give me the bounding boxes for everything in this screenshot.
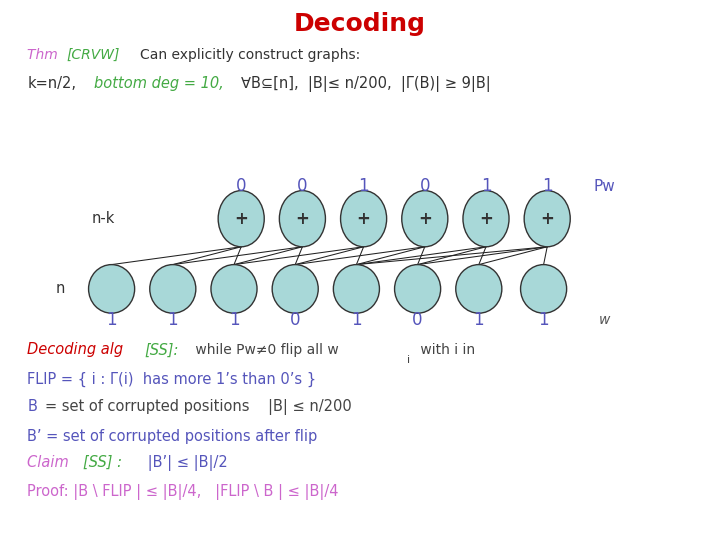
Text: Claim: Claim	[27, 455, 73, 470]
Ellipse shape	[89, 265, 135, 313]
Text: Proof: |B \ FLIP | ≤ |B|/4,   |FLIP \ B | ≤ |B|/4: Proof: |B \ FLIP | ≤ |B|/4, |FLIP \ B | …	[27, 484, 339, 501]
Text: FLIP = { i : Γ(i)  has more 1’s than 0’s }: FLIP = { i : Γ(i) has more 1’s than 0’s …	[27, 372, 317, 387]
Text: 0: 0	[420, 177, 430, 195]
Ellipse shape	[524, 191, 570, 247]
Text: n-k: n-k	[92, 211, 115, 226]
Text: bottom deg = 10,: bottom deg = 10,	[94, 76, 223, 91]
Text: B: B	[27, 399, 37, 414]
Ellipse shape	[279, 191, 325, 247]
Text: +: +	[295, 210, 310, 228]
Text: 1: 1	[539, 310, 549, 329]
Text: 1: 1	[107, 310, 117, 329]
Text: Decoding: Decoding	[294, 12, 426, 36]
Text: +: +	[479, 210, 493, 228]
Text: Pw: Pw	[594, 179, 616, 194]
Ellipse shape	[218, 191, 264, 247]
Text: = set of corrupted positions    |B| ≤ n/200: = set of corrupted positions |B| ≤ n/200	[45, 399, 351, 415]
Ellipse shape	[395, 265, 441, 313]
Text: 1: 1	[474, 310, 484, 329]
Text: w: w	[599, 313, 611, 327]
Text: Decoding alg: Decoding alg	[27, 342, 128, 357]
Text: +: +	[234, 210, 248, 228]
Text: 0: 0	[290, 310, 300, 329]
Text: 0: 0	[236, 177, 246, 195]
Text: B’ = set of corrupted positions after flip: B’ = set of corrupted positions after fl…	[27, 429, 318, 444]
Text: [SS] :: [SS] :	[83, 455, 127, 470]
Text: i: i	[407, 355, 410, 365]
Text: Thm: Thm	[27, 48, 63, 62]
Text: k=n/2,: k=n/2,	[27, 76, 76, 91]
Ellipse shape	[150, 265, 196, 313]
Text: +: +	[540, 210, 554, 228]
Ellipse shape	[272, 265, 318, 313]
Text: +: +	[418, 210, 432, 228]
Text: ∀B⊆[n],  |B|≤ n/200,  |Γ(B)| ≥ 9|B|: ∀B⊆[n], |B|≤ n/200, |Γ(B)| ≥ 9|B|	[241, 76, 491, 92]
Text: 1: 1	[168, 310, 178, 329]
Text: 1: 1	[542, 177, 552, 195]
Text: 1: 1	[481, 177, 491, 195]
Text: 1: 1	[229, 310, 239, 329]
Text: +: +	[356, 210, 371, 228]
Text: with i in: with i in	[416, 343, 475, 357]
Text: while Pw≠0 flip all w: while Pw≠0 flip all w	[191, 343, 338, 357]
Text: 0: 0	[297, 177, 307, 195]
Text: Can explicitly construct graphs:: Can explicitly construct graphs:	[140, 48, 361, 62]
Text: |B’| ≤ |B|/2: |B’| ≤ |B|/2	[143, 455, 228, 471]
Ellipse shape	[463, 191, 509, 247]
Ellipse shape	[521, 265, 567, 313]
Text: [CRVW]: [CRVW]	[66, 48, 120, 62]
Text: 0: 0	[413, 310, 423, 329]
Text: n: n	[55, 281, 65, 296]
Ellipse shape	[211, 265, 257, 313]
Text: 1: 1	[351, 310, 361, 329]
Ellipse shape	[341, 191, 387, 247]
Text: [SS]:: [SS]:	[144, 342, 179, 357]
Text: 1: 1	[359, 177, 369, 195]
Ellipse shape	[402, 191, 448, 247]
Ellipse shape	[333, 265, 379, 313]
Ellipse shape	[456, 265, 502, 313]
